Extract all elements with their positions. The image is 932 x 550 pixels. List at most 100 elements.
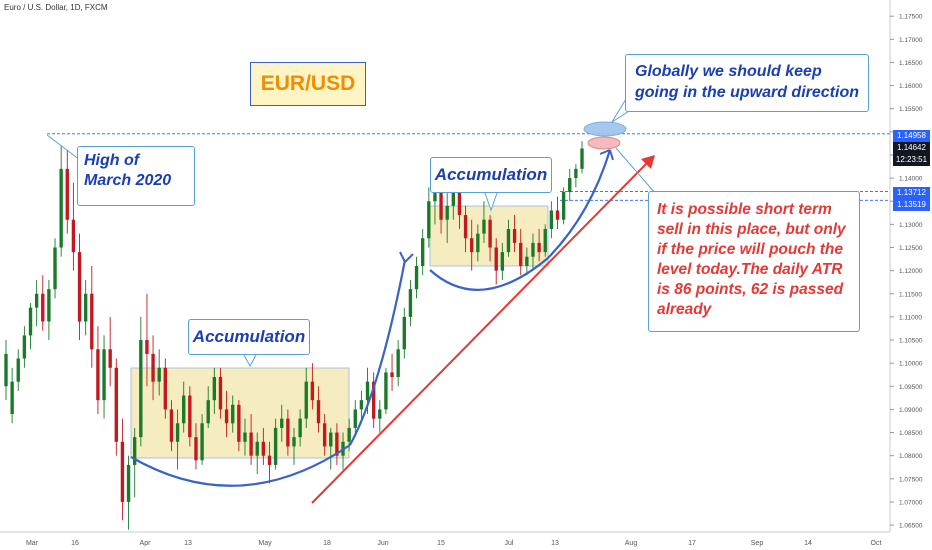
candle-body — [108, 349, 112, 368]
price-tick-label: 1.14000 — [899, 176, 923, 183]
candle-body — [580, 148, 584, 169]
candle-body — [310, 381, 315, 401]
candle-body — [525, 256, 529, 266]
candle-body — [145, 340, 149, 354]
rounding-curve-1 — [130, 444, 351, 487]
target-ellipse-red — [587, 136, 621, 150]
candle-body — [163, 367, 168, 410]
rounding-curve-2-extension — [547, 149, 612, 259]
candle-body — [65, 168, 69, 220]
candle-body — [335, 432, 339, 456]
candle-body — [83, 293, 88, 322]
candle-body — [549, 210, 554, 229]
chart-header: Euro / U.S. Dollar, 1D, FXCM — [4, 3, 108, 12]
callout-accumulation-1-pointer — [243, 354, 257, 368]
candle-body — [4, 353, 8, 387]
candle-body — [371, 381, 376, 419]
candle-body — [500, 252, 505, 271]
time-axis-label: 16 — [71, 540, 79, 547]
candle-body — [280, 418, 284, 428]
callout-accumulation-1-text: Accumulation — [192, 327, 306, 346]
candle-body — [255, 441, 259, 456]
candle-body — [568, 178, 572, 192]
price-tick-label: 1.09500 — [899, 384, 923, 391]
candle-body — [188, 395, 192, 438]
candle-body — [102, 349, 106, 401]
candle-body — [378, 409, 382, 419]
instrument-title: EUR/USD — [250, 62, 366, 106]
candle-body — [402, 316, 406, 350]
candle-body — [298, 418, 302, 438]
time-axis-label: 17 — [688, 540, 696, 547]
callout-accumulation-2: Accumulation — [430, 157, 552, 193]
candle-body — [41, 293, 45, 322]
price-tick-label: 1.12500 — [899, 245, 923, 252]
callout-high-march-text: High of March 2020 — [84, 152, 172, 189]
price-tick-label: 1.17000 — [899, 37, 923, 44]
candle-body — [151, 353, 155, 382]
candle-body — [494, 247, 498, 271]
candle-body — [445, 205, 449, 220]
candle-body — [90, 293, 94, 350]
candle-body — [59, 168, 63, 248]
candle-body — [120, 441, 125, 502]
price-tick-label: 1.12000 — [899, 268, 923, 275]
price-tag: 12:23:51 — [893, 154, 930, 166]
candle-body — [561, 191, 566, 220]
candle-body — [347, 427, 351, 442]
callout-short-term-text: It is possible short term sell in this p… — [657, 201, 846, 318]
candle-body — [292, 437, 296, 447]
time-axis-label: May — [258, 540, 272, 547]
price-tick-label: 1.17500 — [899, 14, 923, 21]
candle-body — [537, 242, 541, 253]
candle-body — [22, 335, 27, 359]
candle-body — [114, 367, 118, 442]
time-axis-label: 13 — [184, 540, 192, 547]
candle-body — [463, 215, 468, 239]
callout-globally: Globally we should keep going in the upw… — [625, 54, 869, 112]
candle-body — [249, 432, 253, 456]
candle-body — [182, 395, 186, 424]
candle-body — [555, 210, 560, 220]
price-tick-label: 1.06500 — [899, 523, 923, 530]
callout-accumulation-2-pointer — [484, 192, 498, 212]
candle-body — [175, 423, 180, 442]
candle-body — [476, 233, 480, 253]
candle-body — [482, 219, 486, 234]
time-axis-label: Aug — [625, 540, 638, 547]
rounding-curve-1-arrowhead — [399, 251, 414, 263]
rounding-curve-1-extension — [349, 259, 407, 446]
candle-body — [10, 381, 14, 415]
candle-body — [353, 409, 357, 428]
candle-body — [506, 228, 511, 253]
trend-arrow-head — [641, 155, 655, 169]
price-tick-label: 1.15500 — [899, 106, 923, 113]
time-axis-label: 15 — [437, 540, 445, 547]
candle-body — [543, 228, 547, 253]
candle-body — [390, 372, 394, 378]
candle-body — [329, 432, 333, 447]
rounding-curve-2-arrowhead — [599, 149, 614, 161]
callout-high-march-pointer — [46, 134, 81, 161]
candle-body — [200, 423, 204, 461]
candle-body — [427, 201, 431, 239]
candle-body — [16, 358, 20, 382]
candle-body — [322, 423, 327, 447]
candle-body — [77, 252, 82, 322]
candle-body — [267, 455, 272, 465]
price-tick-label: 1.08500 — [899, 430, 923, 437]
target-ellipse-blue — [583, 121, 627, 137]
price-tick-label: 1.16500 — [899, 60, 923, 67]
price-tick-label: 1.08000 — [899, 453, 923, 460]
time-axis-label: Sep — [751, 540, 764, 547]
candle-body — [237, 404, 241, 442]
price-tick-label: 1.11000 — [899, 314, 922, 321]
time-axis-label: Apr — [140, 540, 152, 547]
candle-body — [457, 182, 462, 216]
candle-body — [574, 168, 578, 179]
price-tick-label: 1.07500 — [899, 476, 923, 483]
candle-body — [53, 247, 57, 290]
price-tick-label: 1.11500 — [899, 291, 922, 298]
callout-accumulation-1: Accumulation — [188, 319, 310, 355]
